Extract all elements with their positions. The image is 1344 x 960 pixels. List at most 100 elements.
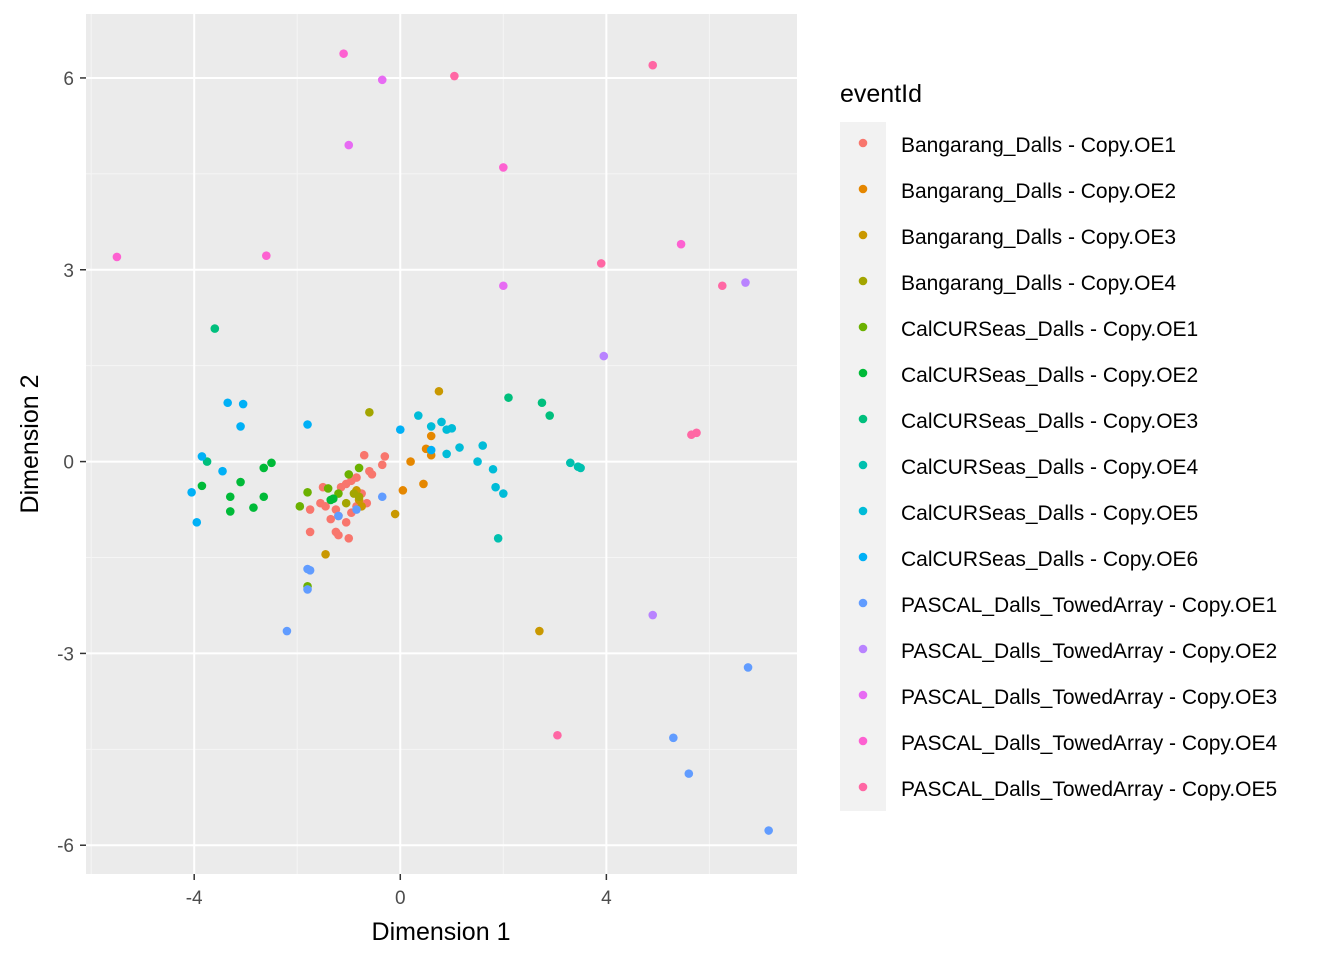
legend-label: PASCAL_Dalls_TowedArray - Copy.OE2 bbox=[901, 640, 1277, 663]
data-point bbox=[455, 443, 464, 452]
y-tick-label: 0 bbox=[63, 453, 74, 474]
data-point bbox=[537, 398, 547, 408]
data-point bbox=[334, 511, 343, 521]
data-point bbox=[223, 398, 232, 408]
data-point bbox=[259, 492, 269, 502]
data-point bbox=[553, 730, 562, 740]
data-point bbox=[197, 481, 207, 491]
legend-label: CalCURSeas_Dalls - Copy.OE5 bbox=[901, 502, 1198, 525]
legend-key bbox=[858, 276, 868, 286]
data-point bbox=[323, 484, 333, 493]
legend-label: PASCAL_Dalls_TowedArray - Copy.OE1 bbox=[901, 594, 1277, 617]
data-point bbox=[303, 487, 312, 497]
data-point bbox=[303, 420, 312, 429]
data-point bbox=[447, 424, 457, 433]
legend: eventId Bangarang_Dalls - Copy.OE1Bangar… bbox=[840, 80, 1278, 811]
legend-key bbox=[858, 506, 868, 516]
data-point bbox=[262, 251, 271, 260]
data-point bbox=[259, 463, 269, 473]
legend-label: PASCAL_Dalls_TowedArray - Copy.OE5 bbox=[901, 778, 1277, 801]
data-point bbox=[210, 324, 220, 333]
data-point bbox=[236, 477, 245, 487]
legend-key bbox=[858, 138, 868, 148]
x-axis: -4 0 4 bbox=[186, 874, 612, 909]
data-point bbox=[545, 411, 554, 420]
data-point bbox=[478, 441, 488, 450]
legend-key bbox=[858, 184, 868, 194]
y-axis-title: Dimension 2 bbox=[16, 375, 44, 514]
legend-label: CalCURSeas_Dalls - Copy.OE2 bbox=[901, 364, 1198, 387]
legend-key bbox=[858, 230, 868, 240]
legend-label: Bangarang_Dalls - Copy.OE1 bbox=[901, 134, 1176, 157]
legend-label: Bangarang_Dalls - Copy.OE3 bbox=[901, 226, 1176, 249]
legend-label: PASCAL_Dalls_TowedArray - Copy.OE4 bbox=[901, 732, 1278, 755]
legend-label: CalCURSeas_Dalls - Copy.OE6 bbox=[901, 548, 1198, 571]
data-point bbox=[437, 417, 446, 427]
data-point bbox=[596, 259, 606, 268]
data-point bbox=[743, 663, 753, 672]
data-point bbox=[676, 239, 686, 249]
x-axis-title: Dimension 1 bbox=[372, 918, 511, 946]
legend-label: CalCURSeas_Dalls - Copy.OE1 bbox=[901, 318, 1198, 341]
data-point bbox=[359, 450, 369, 460]
data-point bbox=[341, 518, 351, 527]
data-point bbox=[442, 449, 451, 459]
data-point bbox=[305, 505, 315, 514]
data-point bbox=[648, 610, 658, 620]
data-point bbox=[380, 452, 390, 461]
data-point bbox=[377, 492, 387, 502]
data-point bbox=[764, 826, 773, 835]
plot-panel bbox=[86, 14, 797, 874]
data-point bbox=[473, 457, 482, 466]
data-point bbox=[426, 422, 436, 431]
data-point bbox=[354, 492, 364, 502]
data-point bbox=[576, 463, 585, 473]
legend-title: eventId bbox=[840, 80, 922, 108]
data-point bbox=[504, 393, 513, 402]
data-point bbox=[267, 458, 276, 468]
data-point bbox=[390, 509, 400, 519]
legend-key bbox=[858, 690, 868, 700]
legend-key bbox=[858, 644, 868, 654]
legend-label: Bangarang_Dalls - Copy.OE4 bbox=[901, 272, 1176, 295]
data-point bbox=[316, 498, 325, 508]
data-point bbox=[225, 507, 235, 516]
legend-label: Bangarang_Dalls - Copy.OE2 bbox=[901, 180, 1176, 203]
legend-key bbox=[858, 782, 868, 792]
x-tick-label: 0 bbox=[395, 888, 406, 909]
data-point bbox=[535, 626, 544, 636]
data-point bbox=[684, 769, 694, 778]
data-point bbox=[344, 140, 354, 150]
legend-key bbox=[858, 322, 868, 332]
y-tick-label: 6 bbox=[63, 69, 74, 90]
data-point bbox=[488, 464, 498, 474]
legend-items: Bangarang_Dalls - Copy.OE1 Bangarang_Dall… bbox=[858, 134, 1278, 801]
legend-key bbox=[858, 552, 868, 562]
data-point bbox=[326, 495, 336, 505]
y-tick-label: -6 bbox=[57, 836, 74, 857]
legend-label: CalCURSeas_Dalls - Copy.OE4 bbox=[901, 456, 1199, 479]
legend-key bbox=[858, 368, 868, 378]
data-point bbox=[236, 422, 245, 431]
data-point bbox=[406, 457, 415, 466]
data-point bbox=[352, 505, 361, 514]
data-point bbox=[395, 425, 405, 434]
data-point bbox=[669, 733, 678, 743]
data-point bbox=[192, 518, 202, 527]
data-point bbox=[225, 492, 235, 502]
data-point bbox=[499, 163, 508, 172]
data-point bbox=[344, 470, 354, 479]
data-point bbox=[717, 281, 727, 291]
data-point bbox=[334, 530, 343, 540]
data-point bbox=[295, 502, 305, 511]
legend-key bbox=[858, 736, 868, 746]
data-point bbox=[499, 281, 508, 291]
data-point bbox=[344, 534, 354, 543]
legend-label: CalCURSeas_Dalls - Copy.OE3 bbox=[901, 410, 1198, 433]
data-point bbox=[566, 458, 575, 468]
data-point bbox=[414, 411, 423, 420]
data-point bbox=[367, 470, 377, 479]
data-point bbox=[648, 60, 658, 70]
data-point bbox=[426, 445, 436, 455]
